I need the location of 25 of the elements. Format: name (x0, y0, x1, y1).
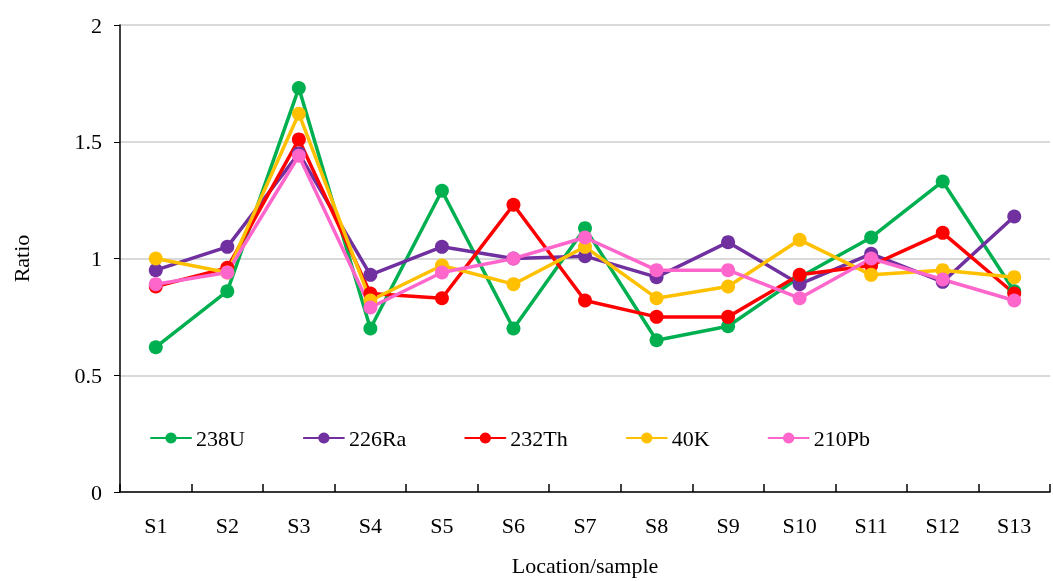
legend-label: 210Pb (813, 425, 870, 451)
x-tick-label: S3 (287, 512, 311, 538)
x-tick-label: S12 (925, 512, 960, 538)
x-tick-label: S9 (716, 512, 740, 538)
y-axis-title: Ratio (8, 234, 34, 283)
x-tick-label: S5 (430, 512, 454, 538)
legend-label: 40K (671, 425, 710, 451)
x-tick-label: S1 (144, 512, 168, 538)
x-tick-label: S6 (501, 512, 526, 538)
x-tick-label: S7 (573, 512, 597, 538)
legend-label: 238U (196, 425, 245, 451)
y-tick-label: 1.5 (74, 129, 102, 155)
x-tick-label: S10 (782, 512, 817, 538)
x-axis-title: Location/sample (511, 552, 659, 578)
legend-label: 232Th (510, 425, 568, 451)
legend-label: 226Ra (348, 425, 407, 451)
x-tick-label: S4 (358, 512, 383, 538)
x-tick-label: S8 (644, 512, 669, 538)
y-tick-label: 0.5 (74, 362, 102, 388)
x-tick-label: S11 (854, 512, 888, 538)
x-tick-label: S2 (215, 512, 239, 538)
y-tick-label: 1 (91, 246, 102, 271)
y-tick-label: 0 (91, 479, 102, 505)
x-tick-label: S13 (997, 512, 1032, 538)
y-tick-label: 2 (91, 12, 102, 38)
